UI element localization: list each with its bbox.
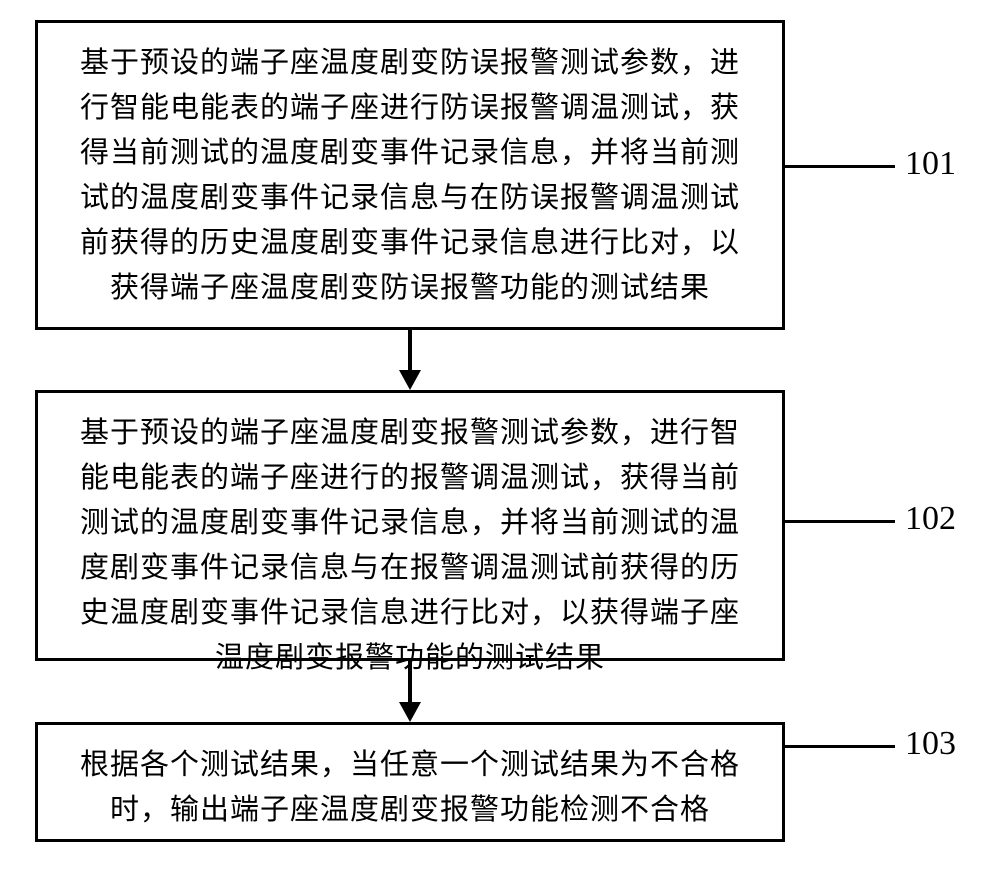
arrow-down-icon — [399, 702, 421, 722]
flowchart-step-101: 基于预设的端子座温度剧变防误报警测试参数，进行智能电能表的端子座进行防误报警调温… — [35, 20, 785, 330]
step-label-102: 102 — [905, 500, 956, 538]
flowchart-step-103: 根据各个测试结果，当任意一个测试结果为不合格时，输出端子座温度剧变报警功能检测不… — [35, 722, 785, 842]
step-label-103: 103 — [905, 725, 956, 763]
label-connector-102 — [785, 520, 895, 523]
step-text: 基于预设的端子座温度剧变报警测试参数，进行智能电能表的端子座进行的报警调温测试，… — [68, 411, 752, 681]
label-connector-103 — [785, 745, 895, 748]
step-label-101: 101 — [905, 145, 956, 183]
step-text: 根据各个测试结果，当任意一个测试结果为不合格时，输出端子座温度剧变报警功能检测不… — [68, 743, 752, 833]
arrow-line — [408, 330, 412, 372]
flowchart-step-102: 基于预设的端子座温度剧变报警测试参数，进行智能电能表的端子座进行的报警调温测试，… — [35, 390, 785, 661]
flowchart-container: 基于预设的端子座温度剧变防误报警测试参数，进行智能电能表的端子座进行防误报警调温… — [0, 0, 1000, 870]
arrow-down-icon — [399, 370, 421, 390]
label-connector-101 — [785, 165, 895, 168]
step-text: 基于预设的端子座温度剧变防误报警测试参数，进行智能电能表的端子座进行防误报警调温… — [68, 41, 752, 311]
arrow-line — [408, 661, 412, 704]
